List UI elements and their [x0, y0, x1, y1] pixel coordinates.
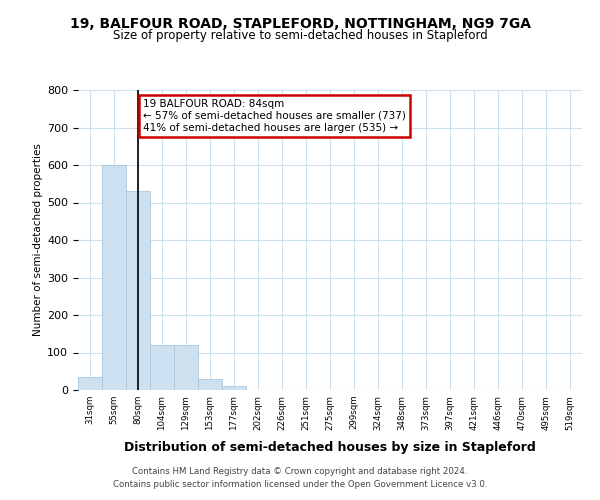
Text: 19, BALFOUR ROAD, STAPLEFORD, NOTTINGHAM, NG9 7GA: 19, BALFOUR ROAD, STAPLEFORD, NOTTINGHAM… — [70, 18, 530, 32]
Text: Contains HM Land Registry data © Crown copyright and database right 2024.: Contains HM Land Registry data © Crown c… — [132, 467, 468, 476]
Bar — [78, 377, 102, 390]
Bar — [126, 191, 150, 390]
Bar — [102, 165, 126, 390]
Text: Size of property relative to semi-detached houses in Stapleford: Size of property relative to semi-detach… — [113, 29, 487, 42]
Bar — [198, 379, 222, 390]
Text: 19 BALFOUR ROAD: 84sqm
← 57% of semi-detached houses are smaller (737)
41% of se: 19 BALFOUR ROAD: 84sqm ← 57% of semi-det… — [143, 100, 406, 132]
Text: Contains public sector information licensed under the Open Government Licence v3: Contains public sector information licen… — [113, 480, 487, 489]
Bar — [222, 386, 246, 390]
Y-axis label: Number of semi-detached properties: Number of semi-detached properties — [33, 144, 43, 336]
Bar — [150, 345, 174, 390]
Bar — [174, 345, 198, 390]
X-axis label: Distribution of semi-detached houses by size in Stapleford: Distribution of semi-detached houses by … — [124, 441, 536, 454]
